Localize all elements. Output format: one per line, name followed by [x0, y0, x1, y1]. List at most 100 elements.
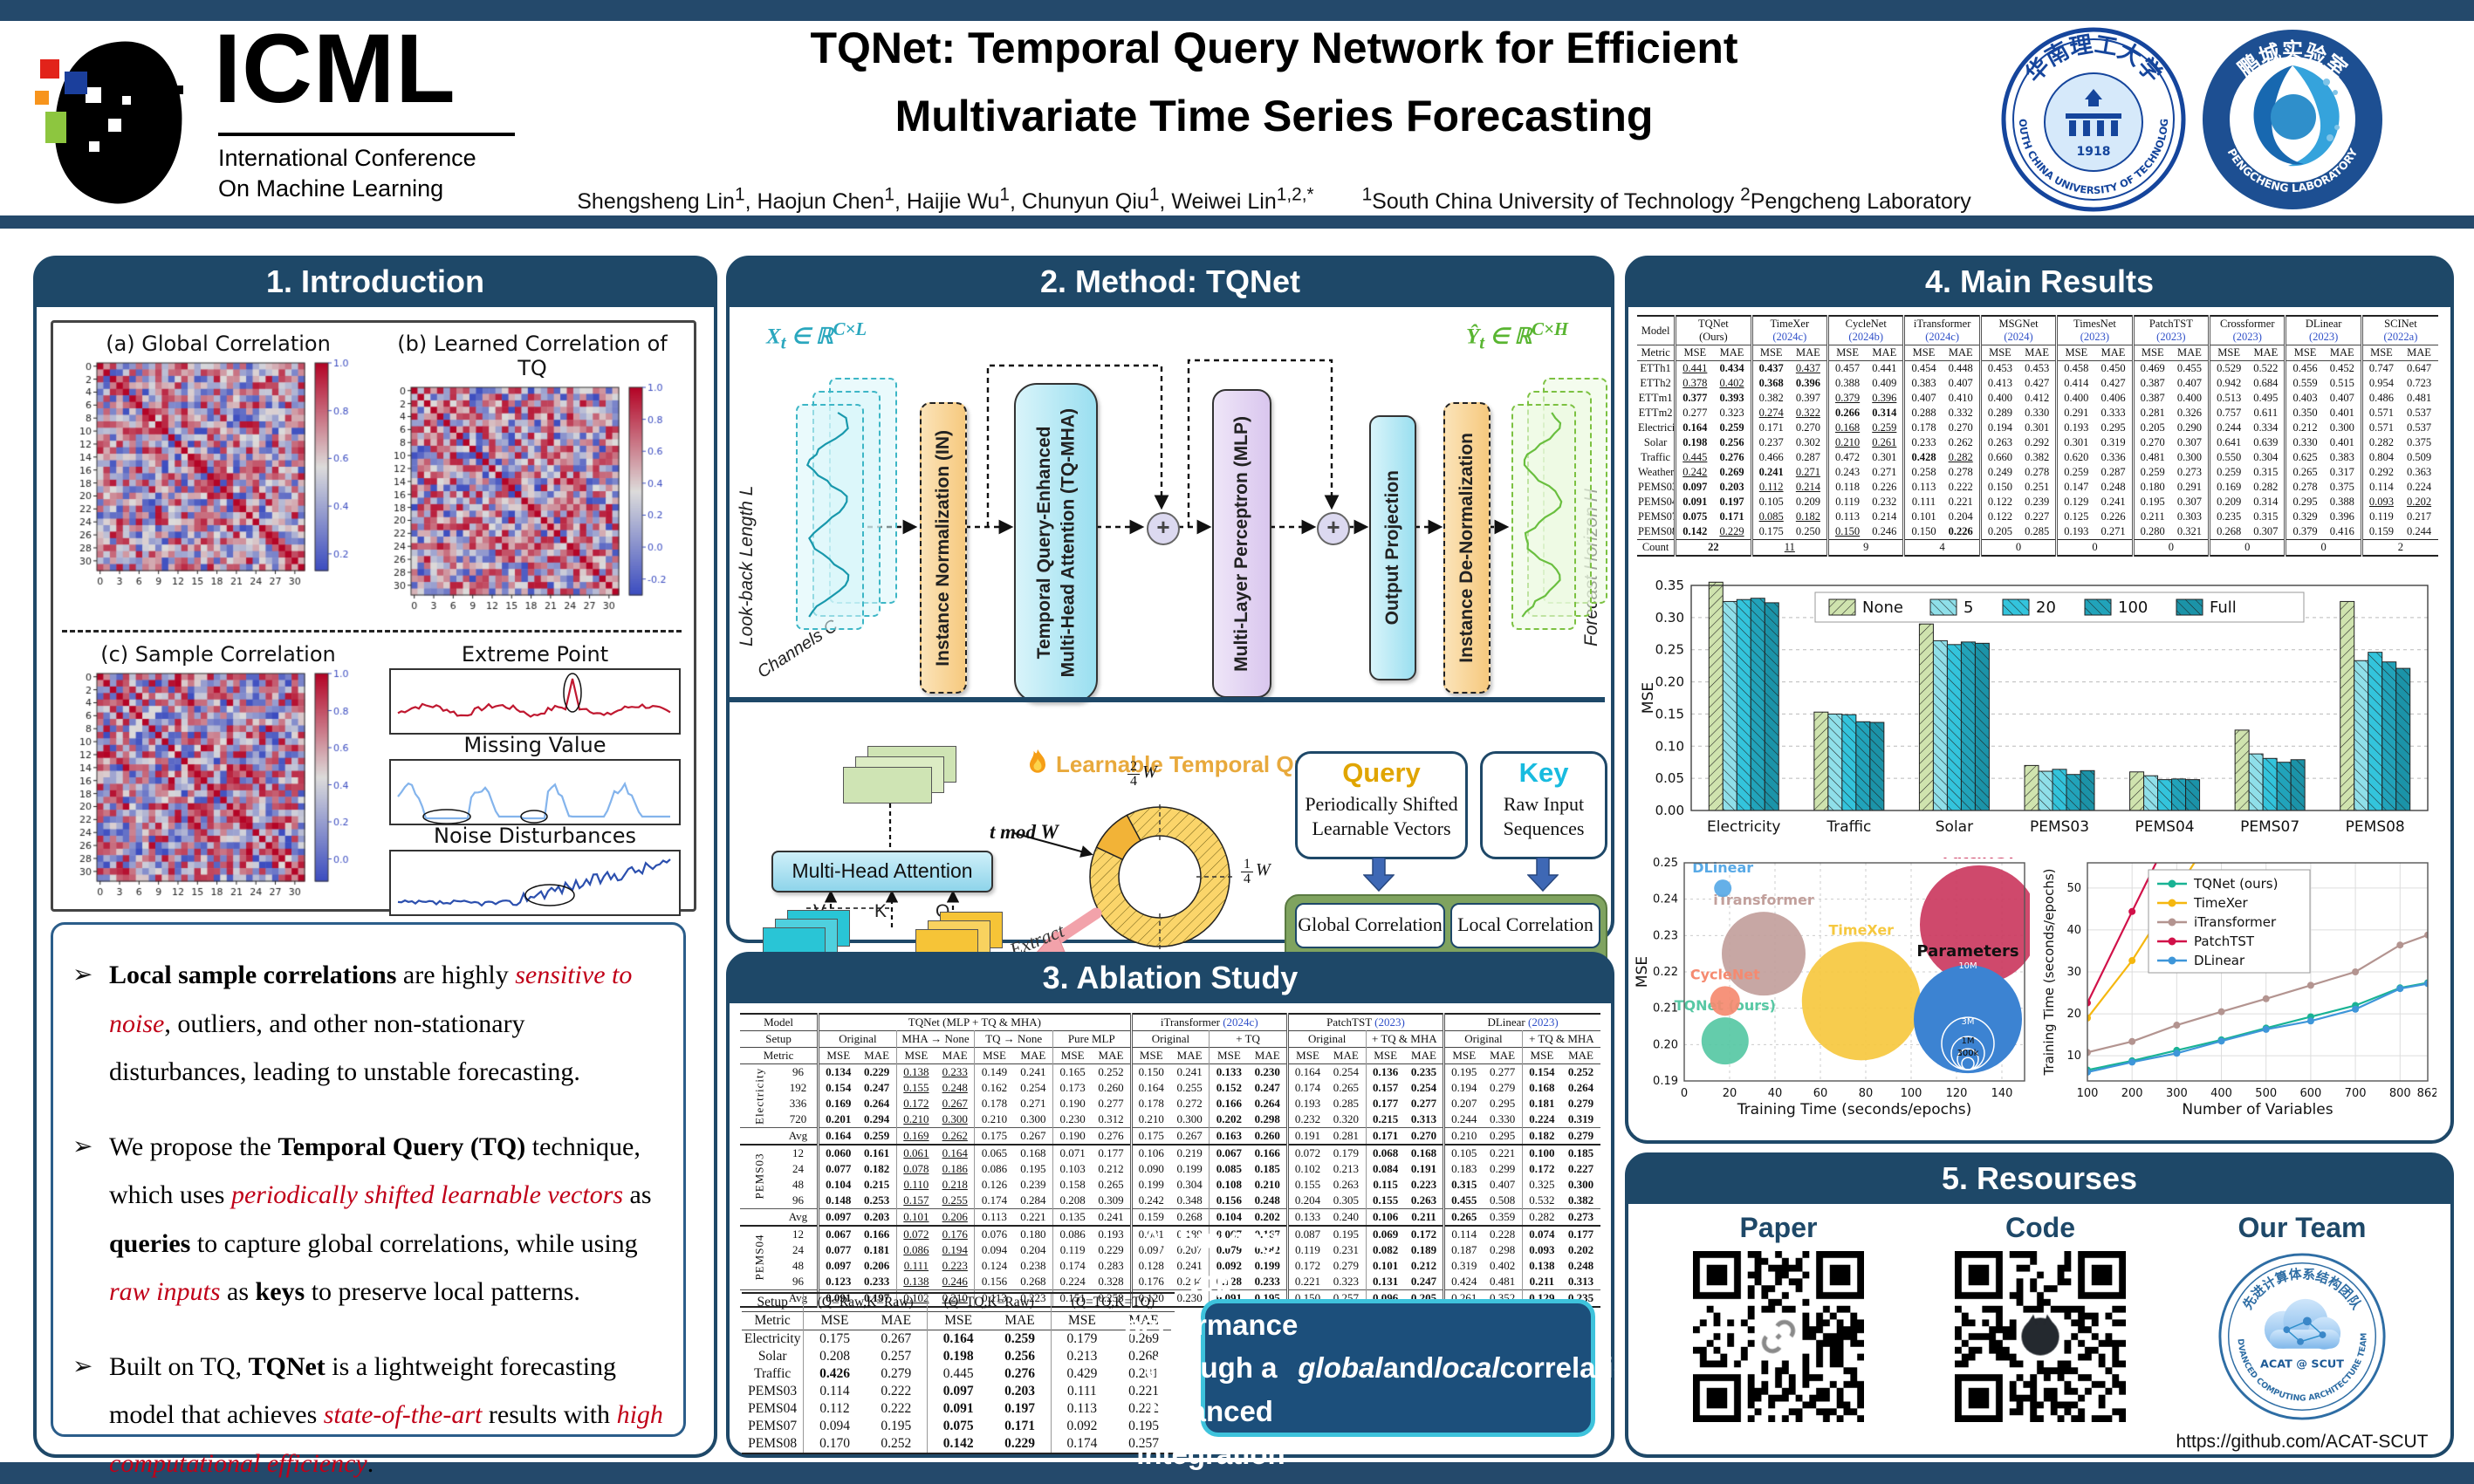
svg-text:PEMS08: PEMS08 [2346, 818, 2405, 836]
scut-logo: 华南理工大学 SOUTH CHINA UNIVERSITY OF TECHNOL… [2000, 26, 2186, 212]
learnable-tq-label: Learnable Temporal Query [1056, 751, 1342, 777]
svg-text:0.10: 0.10 [1655, 738, 1684, 754]
svg-text:PatchTST: PatchTST [2194, 933, 2255, 949]
key-card: Key Raw Input Sequences [1480, 751, 1607, 859]
icml-logo: ICML International Conference On Machine… [35, 14, 559, 209]
mlp-box: Multi-Layer Perceptron (MLP) [1212, 389, 1271, 698]
bullet-2: We propose the Temporal Query (TQ) techn… [72, 1123, 664, 1316]
svg-text:0.05: 0.05 [1655, 770, 1684, 786]
key-card-title: Key [1518, 757, 1569, 788]
subplot-sample-correlation: (c) Sample Correlation [65, 642, 371, 931]
svg-text:100k: 100k [1957, 1049, 1979, 1058]
residual-add-1: + [1147, 512, 1180, 545]
section-resources: 5. Resourses Paper Code Our Team [1625, 1152, 2454, 1458]
svg-text:iTransformer: iTransformer [1713, 892, 1814, 908]
svg-text:1M: 1M [1962, 1036, 1975, 1046]
section-ablation: 3. Ablation Study Model TQNet (MLP + TQ &… [726, 952, 1673, 1484]
svg-text:120: 120 [1946, 1087, 1968, 1100]
header-divider-band [0, 215, 2474, 229]
svg-text:20: 20 [1723, 1087, 1737, 1100]
svg-text:60: 60 [1813, 1087, 1828, 1100]
svg-text:30: 30 [2066, 966, 2081, 979]
svg-text:5: 5 [1963, 598, 1973, 617]
heatmap-learned [380, 382, 682, 640]
intro-bullets-panel: Local sample correlations are highly sen… [51, 922, 686, 1478]
resource-team: Our Team 先进计算体系结构团队 ADVANCED COMPUTING A… [2171, 1212, 2433, 1453]
svg-text:20: 20 [2036, 598, 2056, 617]
svg-text:Full: Full [2210, 598, 2237, 617]
svg-text:0.20: 0.20 [1653, 1038, 1678, 1051]
svg-text:0.23: 0.23 [1653, 929, 1678, 942]
paper-qr-code [1693, 1251, 1864, 1422]
bullet-1: Local sample correlations are highly sen… [72, 951, 664, 1097]
mini-missing-value: Missing Value [388, 733, 682, 825]
svg-text:Training Time (seconds/epochs): Training Time (seconds/epochs) [2042, 869, 2057, 1077]
svg-text:0.20: 0.20 [1655, 674, 1684, 690]
section-method: 2. Method: TQNet Xt ∈ ℝC×L Ŷt ∈ ℝC×H Loo… [726, 256, 1614, 988]
extreme-point-chart [389, 668, 681, 735]
svg-text:20: 20 [2066, 1008, 2081, 1021]
svg-text:10: 10 [2066, 1050, 2081, 1063]
svg-text:0.30: 0.30 [1655, 610, 1684, 626]
authors-line: Shengsheng Lin1, Haojun Chen1, Haijie Wu… [489, 185, 2059, 215]
svg-text:0.24: 0.24 [1653, 893, 1678, 906]
pipeline-arrows [867, 359, 1510, 535]
svg-text:0.35: 0.35 [1655, 578, 1684, 593]
main-results-table: Model TQNet (Ours) TimeXer (2024c) CycleNet (2… [1637, 315, 2438, 557]
section-2-title: 2. Method: TQNet [729, 258, 1612, 307]
svg-text:0.25: 0.25 [1655, 642, 1684, 658]
mini-3-title: Noise Disturbances [434, 824, 636, 848]
svg-text:400: 400 [2210, 1087, 2232, 1100]
input-waveform [805, 412, 850, 618]
svg-text:40: 40 [2066, 924, 2081, 937]
tq-detail-panel: Multi-Head Attention V K Q Xt ∈ ℝC×L θTQ… [737, 744, 1607, 988]
mini-extreme-point: Extreme Point [388, 642, 682, 735]
section-4-title: 4. Main Results [1628, 258, 2451, 307]
svg-text:Solar: Solar [1936, 818, 1973, 836]
code-qr-code [1955, 1251, 2126, 1422]
output-projection-box: Output Projection [1369, 415, 1416, 680]
noise-disturbances-chart [389, 850, 681, 916]
output-waveform [1521, 412, 1563, 618]
svg-text:10M: 10M [1958, 961, 1977, 971]
heatmap-sample [65, 668, 367, 927]
mini-noise: Noise Disturbances [388, 824, 682, 916]
svg-text:Electricity: Electricity [1707, 818, 1780, 836]
svg-text:PEMS03: PEMS03 [2030, 818, 2089, 836]
svg-text:0.21: 0.21 [1653, 1002, 1678, 1016]
tq-mha-box: Temporal Query-Enhanced Multi-Head Attent… [1014, 383, 1098, 702]
resource-code: Code [1909, 1212, 2171, 1426]
icml-subtitle: International Conference On Machine Lear… [218, 145, 476, 202]
code-title: Code [2005, 1212, 2075, 1243]
subplot-global-correlation: (a) Global Correlation [65, 332, 371, 620]
team-github-url[interactable]: https://github.com/ACAT-SCUT [2176, 1432, 2429, 1452]
svg-text:TimeXer: TimeXer [2193, 895, 2249, 911]
svg-text:100: 100 [1901, 1087, 1922, 1100]
svg-text:0.15: 0.15 [1655, 706, 1684, 721]
bullet-3: Built on TQ, TQNet is a lightweight fore… [72, 1343, 664, 1484]
takeaway-box: Achieving top performance through a bala… [1123, 1221, 1673, 1484]
section-introduction: 1. Introduction (a) Global Correlation (… [33, 256, 717, 1478]
svg-text:40: 40 [1768, 1087, 1783, 1100]
affiliations: 1South China University of Technology 2P… [1361, 185, 1971, 215]
team-title: Our Team [2238, 1212, 2367, 1243]
svg-text:300k: 300k [1957, 1049, 1979, 1058]
svg-text:DLinear: DLinear [1692, 859, 1753, 876]
resource-paper: Paper [1648, 1212, 1909, 1426]
mini-1-title: Extreme Point [461, 642, 609, 667]
svg-text:CycleNet: CycleNet [1690, 966, 1760, 982]
output-plate-front [1511, 404, 1576, 630]
local-correlation-chip: Local Correlation [1450, 903, 1600, 948]
subplot-a-title: (a) Global Correlation [106, 332, 331, 356]
efficiency-bubble-chart: 0.19 0.20 0.21 0.22 0.23 0.24 0.25 0 20 40 60 80 100… [1635, 858, 2030, 1118]
svg-text:0.19: 0.19 [1653, 1075, 1678, 1088]
figure-divider [62, 630, 682, 633]
method-divider [729, 697, 1605, 702]
input-plate-front [796, 404, 864, 630]
svg-text:80: 80 [1859, 1087, 1874, 1100]
down-arrow-icon [1363, 858, 1395, 892]
svg-text:PEMS07: PEMS07 [2240, 818, 2299, 836]
mse-bar-chart: 0.00 0.05 0.10 0.15 0.20 0.25 0.30 0.35 Electric… [1641, 578, 2429, 836]
icml-wordmark: ICML [214, 14, 456, 123]
